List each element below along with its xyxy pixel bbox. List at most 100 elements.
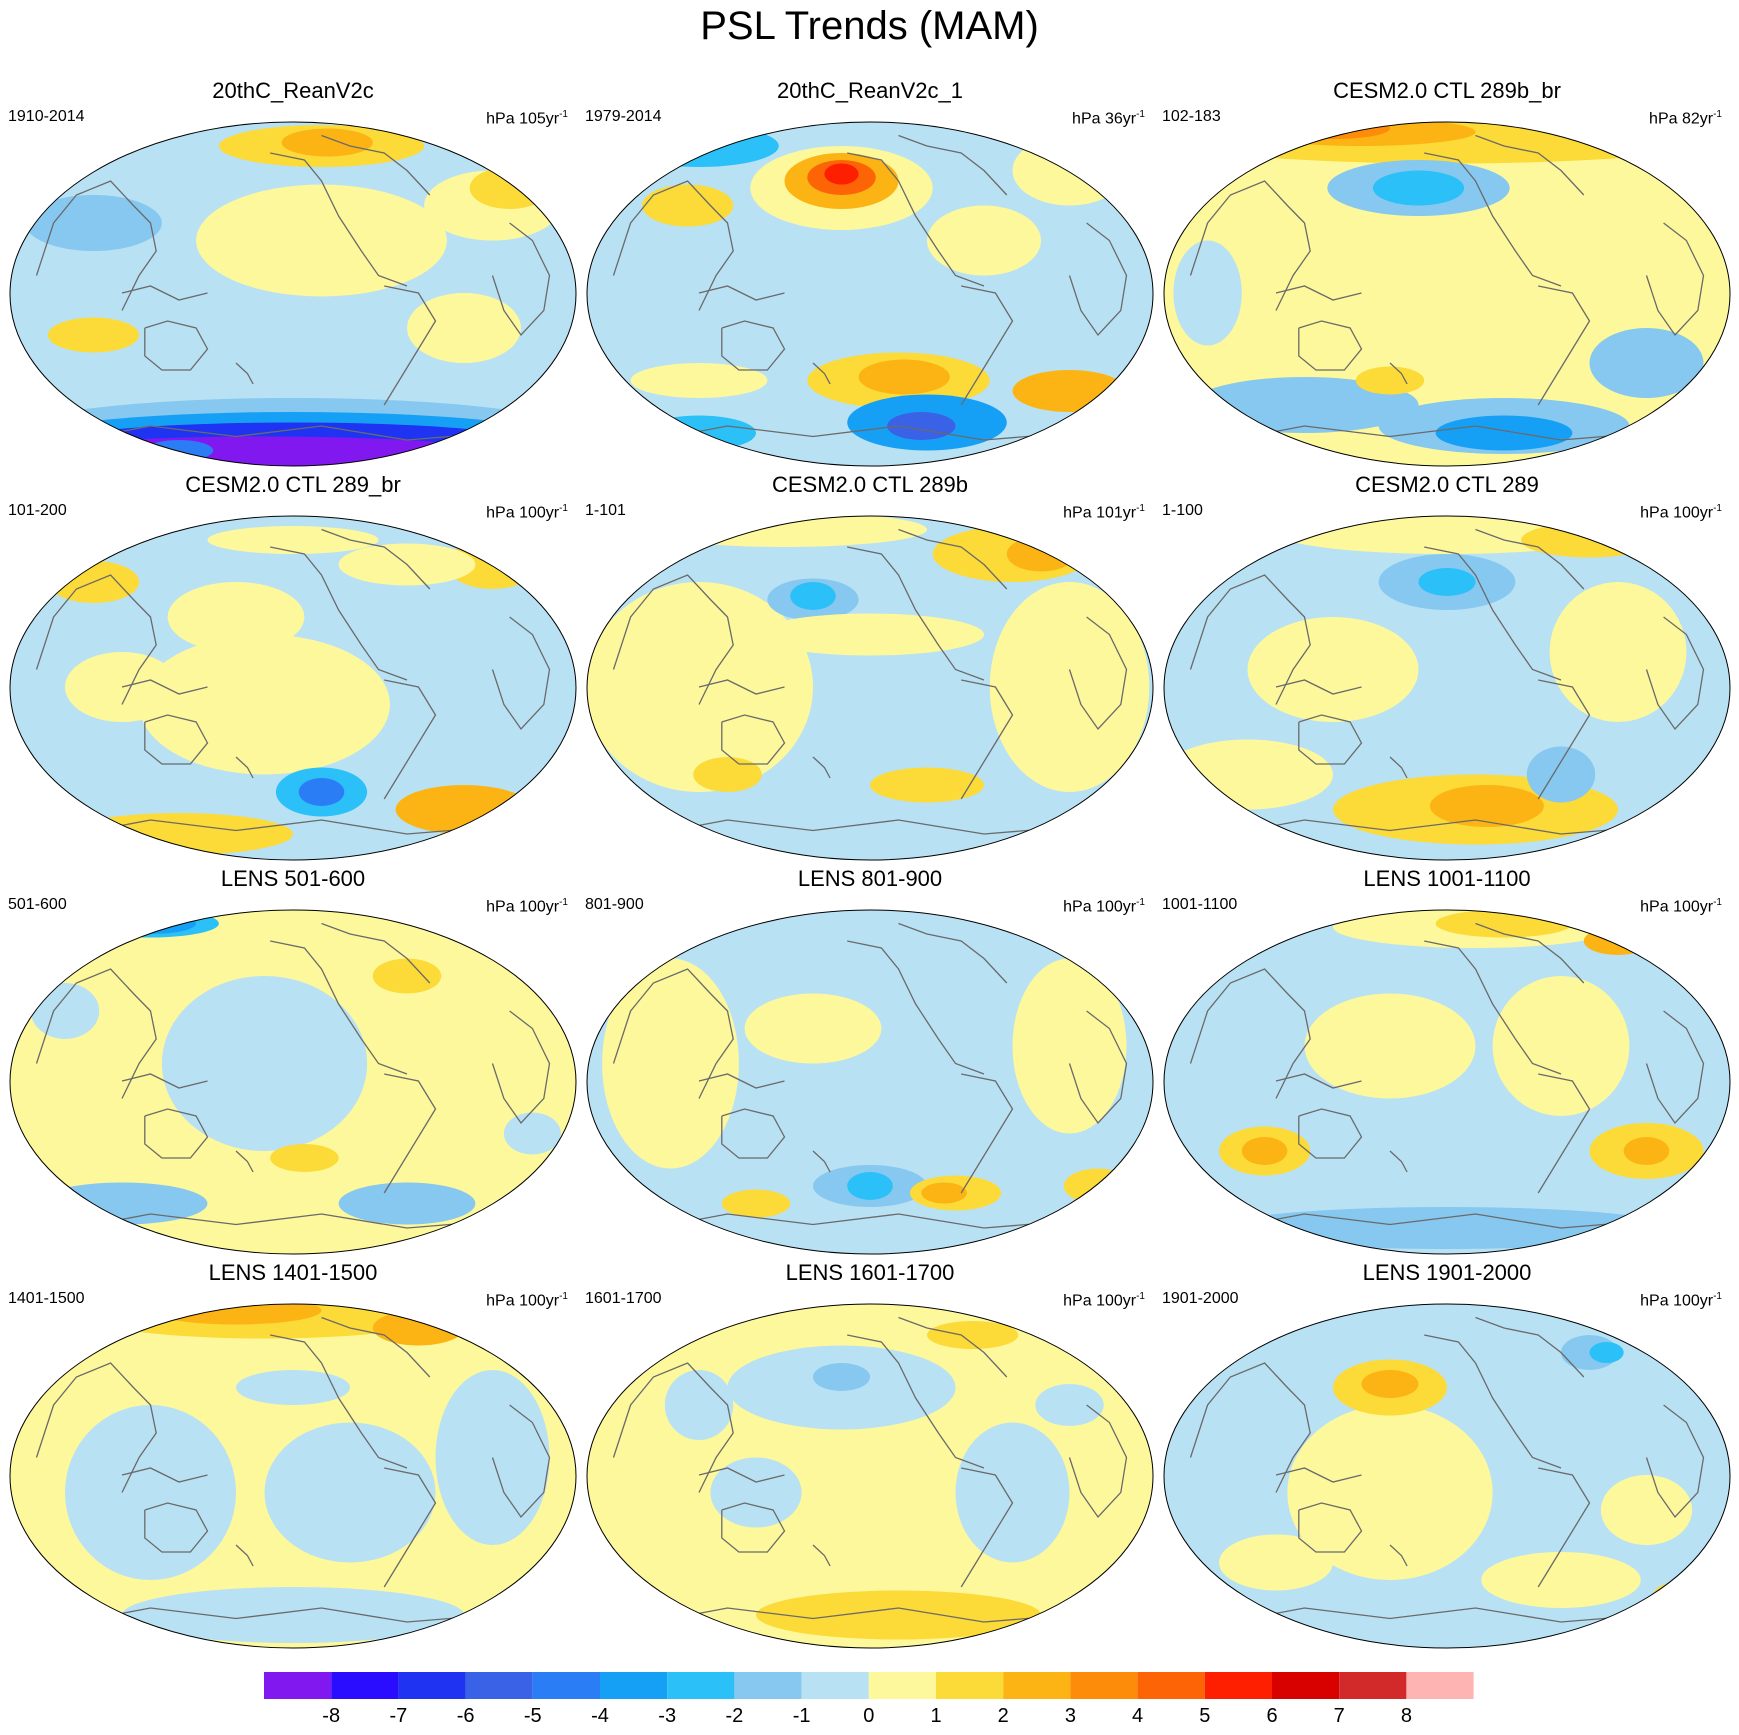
coastline <box>960 285 1014 406</box>
map-outline <box>1163 515 1731 861</box>
contour-region <box>1589 1342 1624 1363</box>
coastline <box>270 1334 408 1469</box>
contour-region <box>1012 958 1127 1134</box>
contour-region <box>150 1304 322 1325</box>
colorbar-swatch <box>398 1672 466 1699</box>
map-outline <box>9 121 577 467</box>
coastline <box>1537 679 1591 800</box>
contour-region <box>25 195 162 251</box>
coastline <box>1068 616 1128 731</box>
coastline <box>383 679 437 800</box>
colorbar-tick-label: -5 <box>523 1705 542 1727</box>
contour-region <box>1589 328 1704 398</box>
colorbar-tick-label: -3 <box>658 1705 677 1727</box>
contour-region <box>744 993 882 1064</box>
map-outline <box>1163 909 1731 1255</box>
coastline <box>270 546 408 681</box>
contour-region <box>1035 1384 1104 1426</box>
coastline <box>1230 1607 1647 1623</box>
map-panel: LENS 1601-1700 1601-1700 hPa 100yr-1 <box>585 1260 1155 1655</box>
contour-region <box>1247 617 1419 722</box>
coastline <box>1230 1213 1647 1229</box>
period-label: 1979-2014 <box>585 108 662 125</box>
panel-title: CESM2.0 CTL 289 <box>1355 472 1539 497</box>
units-label: hPa 100yr-1 <box>1063 1291 1145 1310</box>
map-panel: CESM2.0 CTL 289_br 101-200 hPa 100yr-1 <box>8 472 578 867</box>
contour-region <box>270 1144 339 1172</box>
coastline <box>1475 528 1585 590</box>
map-outline <box>586 515 1154 861</box>
coastline <box>383 1467 437 1588</box>
contour-region <box>122 1587 464 1643</box>
colorbar-tick-label: 8 <box>1400 1705 1412 1727</box>
coastline <box>321 922 431 984</box>
panel-title: CESM2.0 CTL 289b <box>771 472 969 497</box>
coastline <box>1645 222 1705 337</box>
panel-title: LENS 801-900 <box>797 866 943 891</box>
contour-region <box>642 184 734 227</box>
contour-region <box>139 634 390 775</box>
map-outline <box>9 1303 577 1649</box>
coastline <box>1645 1010 1705 1125</box>
panel-title: LENS 1601-1700 <box>785 1260 955 1285</box>
coastline <box>35 968 157 1099</box>
map-panel: LENS 801-900 801-900 hPa 100yr-1 <box>585 866 1155 1261</box>
contour-region <box>858 359 950 395</box>
coastline <box>612 180 734 311</box>
map-plot <box>9 1303 577 1649</box>
coastline <box>960 1073 1014 1194</box>
contour-region <box>144 440 214 461</box>
contour-region <box>847 1172 893 1200</box>
period-label: 101-200 <box>8 502 67 519</box>
contour-region <box>813 1604 984 1640</box>
coastline <box>847 152 985 287</box>
contour-region <box>1429 785 1544 827</box>
contour-region <box>642 516 927 547</box>
colorbar-tick-label: -8 <box>322 1705 341 1727</box>
coastline <box>847 546 985 681</box>
coastline <box>1189 1362 1311 1493</box>
map-plot <box>1163 1303 1731 1649</box>
contour-region <box>1623 1137 1670 1165</box>
colorbar-tick-label: 1 <box>930 1705 942 1727</box>
coastline <box>721 1502 786 1553</box>
contour-region <box>65 813 293 855</box>
period-label: 1-100 <box>1162 502 1203 519</box>
map-panel: LENS 1401-1500 1401-1500 hPa 100yr-1 <box>8 1260 578 1655</box>
coastline <box>321 1316 431 1378</box>
contour-region <box>1173 240 1242 346</box>
units-label: hPa 101yr-1 <box>1063 503 1145 522</box>
map-plot <box>586 515 1154 861</box>
units-label: hPa 82yr-1 <box>1649 109 1722 128</box>
coastline <box>1389 362 1408 385</box>
contour-region <box>30 983 100 1039</box>
panel-title: LENS 501-600 <box>220 866 366 891</box>
colorbar-swatch <box>1406 1672 1474 1699</box>
map-plot <box>1163 515 1731 861</box>
map-plot <box>586 909 1154 1255</box>
colorbar-swatch <box>600 1672 668 1699</box>
contour-region <box>1355 366 1425 395</box>
contour-region <box>1481 1552 1641 1608</box>
units-label: hPa 100yr-1 <box>486 897 568 916</box>
coastline <box>1424 940 1562 1075</box>
contour-region <box>1652 1580 1721 1615</box>
contour-region <box>395 785 533 834</box>
coastline <box>960 679 1014 800</box>
colorbar-swatch <box>868 1672 936 1699</box>
map-panel: CESM2.0 CTL 289b_br 102-183 hPa 82yr-1 <box>1162 78 1732 473</box>
colorbar-tick-label: -7 <box>389 1705 408 1727</box>
map-panel: LENS 1901-2000 1901-2000 hPa 100yr-1 <box>1162 1260 1732 1655</box>
coastline <box>1389 756 1408 779</box>
coastline <box>898 1316 1008 1378</box>
map-outline <box>586 1303 1154 1649</box>
units-label: hPa 100yr-1 <box>1640 503 1722 522</box>
coastline <box>76 819 493 835</box>
colorbar-tick-label: 0 <box>863 1705 875 1727</box>
coastline <box>144 320 209 371</box>
panel-title: 20thC_ReanV2c_1 <box>777 78 963 103</box>
contour-region <box>264 1422 436 1563</box>
panel-title: CESM2.0 CTL 289b_br <box>1333 78 1561 103</box>
coastline <box>698 679 785 695</box>
coastline <box>847 1334 985 1469</box>
